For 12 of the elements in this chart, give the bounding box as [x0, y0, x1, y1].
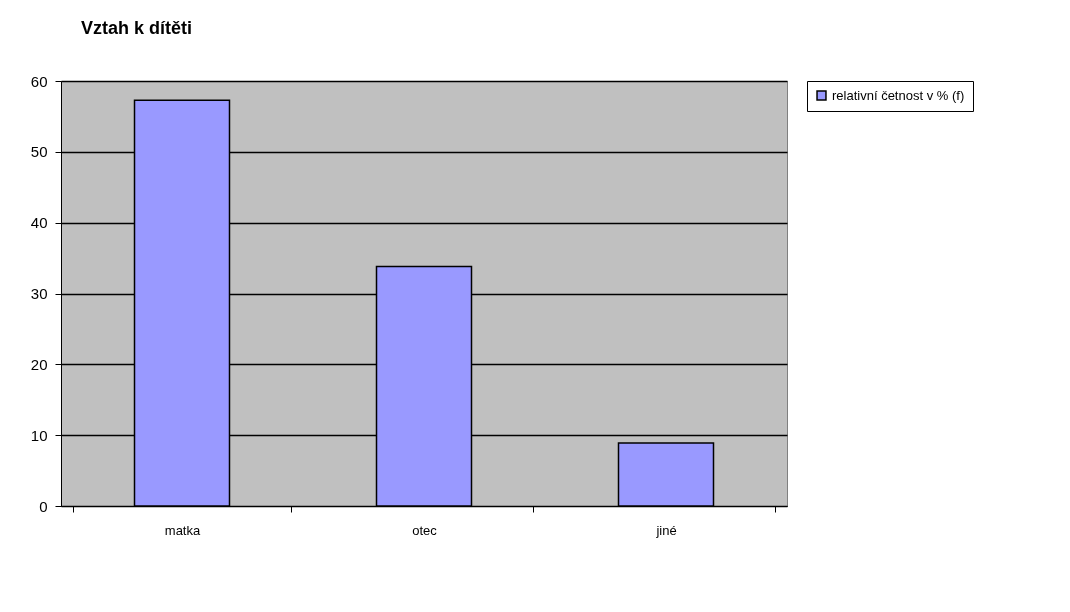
x-tick-label: otec — [412, 522, 438, 538]
x-tick-label: jiné — [655, 522, 677, 538]
y-tick-label: 20 — [30, 355, 48, 373]
chart-title: Vztah k dítěti — [81, 18, 193, 38]
x-tick-label: matka — [164, 522, 201, 538]
y-tick-label: 60 — [30, 72, 48, 90]
y-tick-label: 10 — [30, 426, 48, 444]
y-tick-label: 30 — [30, 285, 48, 302]
y-tick-label: 40 — [30, 214, 48, 232]
y-tick-label: 0 — [39, 497, 48, 515]
y-tick-label: 50 — [30, 143, 48, 161]
legend-label: relativní četnost v % (f) — [832, 87, 965, 103]
